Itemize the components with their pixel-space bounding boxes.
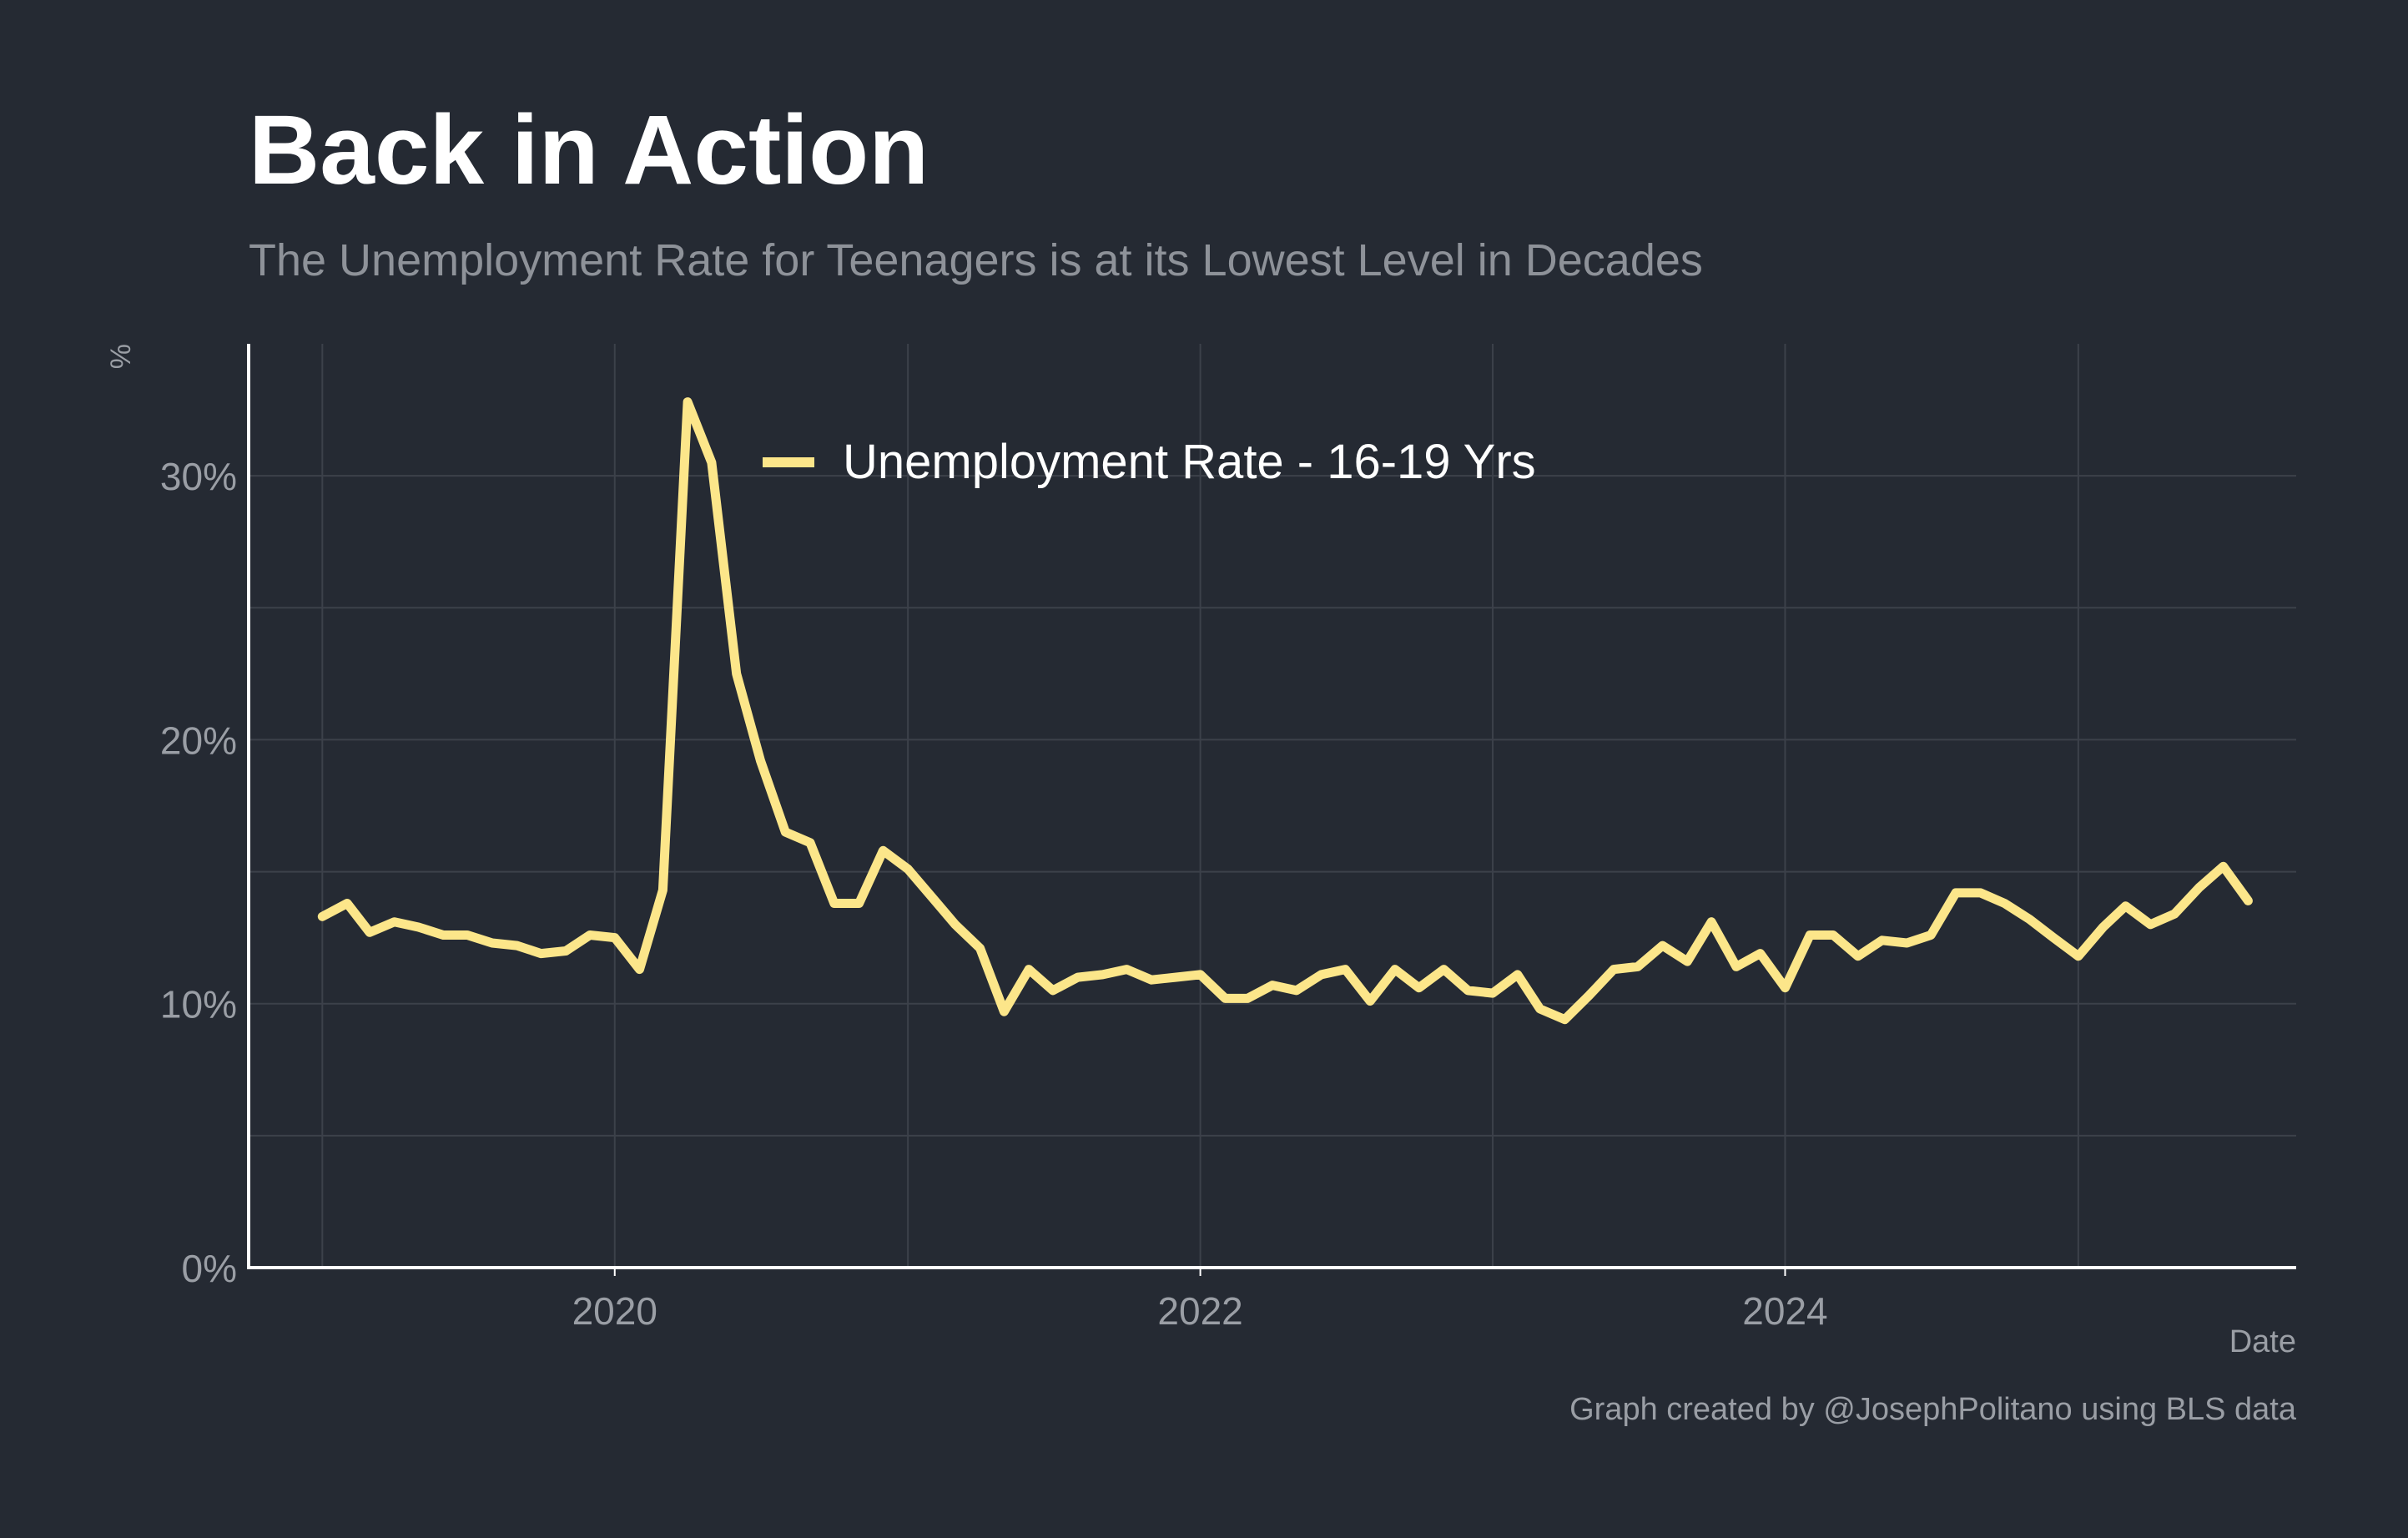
y-axis-title: % xyxy=(105,344,137,369)
x-tick-label: 2020 xyxy=(572,1289,657,1333)
chart-caption: Graph created by @JosephPolitano using B… xyxy=(1569,1392,2297,1427)
y-tick-label: 20% xyxy=(160,719,237,762)
y-tick-labels: 0% 10% 20% 30% xyxy=(160,455,237,1290)
y-tick-label: 30% xyxy=(160,455,237,498)
axes xyxy=(247,344,2296,1269)
legend-label: Unemployment Rate - 16-19 Yrs xyxy=(843,435,1536,489)
y-tick-label: 0% xyxy=(182,1247,237,1290)
x-tick-label: 2022 xyxy=(1157,1289,1242,1333)
x-axis-title: Date xyxy=(2229,1324,2296,1359)
x-tick-labels: 2020 2022 2024 xyxy=(572,1268,1828,1333)
series xyxy=(317,397,2253,1025)
series-line xyxy=(317,397,2253,1025)
chart-subtitle: The Unemployment Rate for Teenagers is a… xyxy=(249,235,1703,285)
chart-title: Back in Action xyxy=(249,95,929,205)
y-tick-label: 10% xyxy=(160,983,237,1026)
grid xyxy=(249,344,2296,1268)
legend: Unemployment Rate - 16-19 Yrs xyxy=(763,435,1536,489)
x-tick-label: 2024 xyxy=(1742,1289,1827,1333)
